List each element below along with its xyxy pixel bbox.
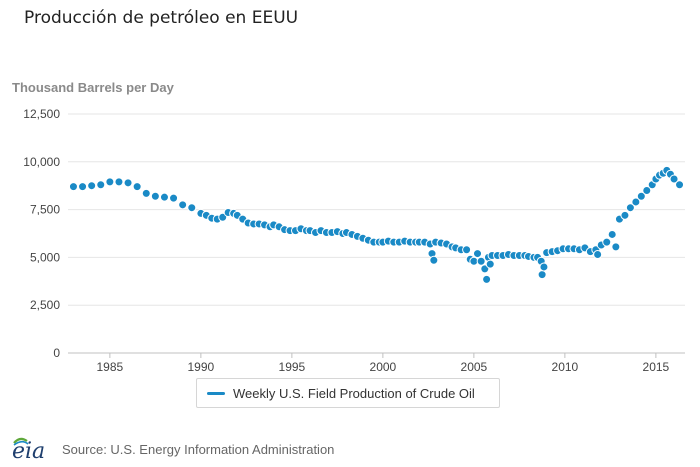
x-tick-label: 2015 xyxy=(643,360,670,374)
x-tick-label: 1995 xyxy=(279,360,306,374)
data-point[interactable] xyxy=(78,182,88,192)
data-point[interactable] xyxy=(114,177,124,187)
x-tick-label: 2005 xyxy=(461,360,488,374)
data-point[interactable] xyxy=(602,237,612,247)
data-point[interactable] xyxy=(187,203,197,213)
legend-swatch xyxy=(207,391,225,395)
page-title: Producción de petróleo en EEUU xyxy=(24,8,299,28)
y-tick-label: 0 xyxy=(53,346,60,360)
data-point[interactable] xyxy=(675,180,685,190)
data-point[interactable] xyxy=(132,182,142,192)
y-axis-label: Thousand Barrels per Day xyxy=(12,80,175,95)
data-point[interactable] xyxy=(68,182,78,192)
data-point[interactable] xyxy=(429,255,439,265)
eia-logo-icon: eia xyxy=(12,437,45,464)
x-tick-label: 2010 xyxy=(552,360,579,374)
data-point[interactable] xyxy=(642,185,652,195)
data-point[interactable] xyxy=(473,249,483,259)
x-tick-label: 1990 xyxy=(188,360,215,374)
data-point[interactable] xyxy=(620,210,630,220)
y-tick-label: 7,500 xyxy=(30,203,60,217)
source-text: Source: U.S. Energy Information Administ… xyxy=(62,441,335,457)
data-point[interactable] xyxy=(178,200,188,210)
data-point[interactable] xyxy=(476,256,486,266)
data-point[interactable] xyxy=(87,181,97,191)
legend[interactable]: Weekly U.S. Field Production of Crude Oi… xyxy=(196,378,500,408)
legend-label: Weekly U.S. Field Production of Crude Oi… xyxy=(233,385,475,401)
data-point[interactable] xyxy=(141,188,151,198)
y-tick-label: 2,500 xyxy=(30,298,60,312)
data-point[interactable] xyxy=(625,203,635,213)
data-point[interactable] xyxy=(169,193,179,203)
y-tick-label: 5,000 xyxy=(30,250,60,264)
y-tick-label: 12,500 xyxy=(23,107,60,121)
data-point[interactable] xyxy=(482,274,492,284)
data-point[interactable] xyxy=(485,259,495,269)
x-tick-label: 1985 xyxy=(97,360,124,374)
data-point[interactable] xyxy=(631,197,641,207)
chart-gridlines xyxy=(68,113,685,306)
data-point[interactable] xyxy=(537,270,547,280)
data-point[interactable] xyxy=(669,174,679,184)
data-points xyxy=(68,165,685,284)
x-axis-ticks: 1985 1990 1995 2000 2005 2010 2015 xyxy=(97,353,670,374)
data-point[interactable] xyxy=(462,245,472,255)
data-point[interactable] xyxy=(539,262,549,272)
source-footer: eia Source: U.S. Energy Information Admi… xyxy=(10,434,334,464)
data-point[interactable] xyxy=(593,250,603,260)
y-axis-ticks: 0 2,500 5,000 7,500 10,000 12,500 xyxy=(23,107,60,360)
data-point[interactable] xyxy=(607,229,617,239)
data-point[interactable] xyxy=(159,192,169,202)
data-point[interactable] xyxy=(636,191,646,201)
data-point[interactable] xyxy=(105,177,115,187)
data-point[interactable] xyxy=(611,242,621,252)
data-point[interactable] xyxy=(150,191,160,201)
y-tick-label: 10,000 xyxy=(23,155,60,169)
data-point[interactable] xyxy=(123,178,133,188)
data-point[interactable] xyxy=(96,180,106,190)
x-tick-label: 2000 xyxy=(370,360,397,374)
